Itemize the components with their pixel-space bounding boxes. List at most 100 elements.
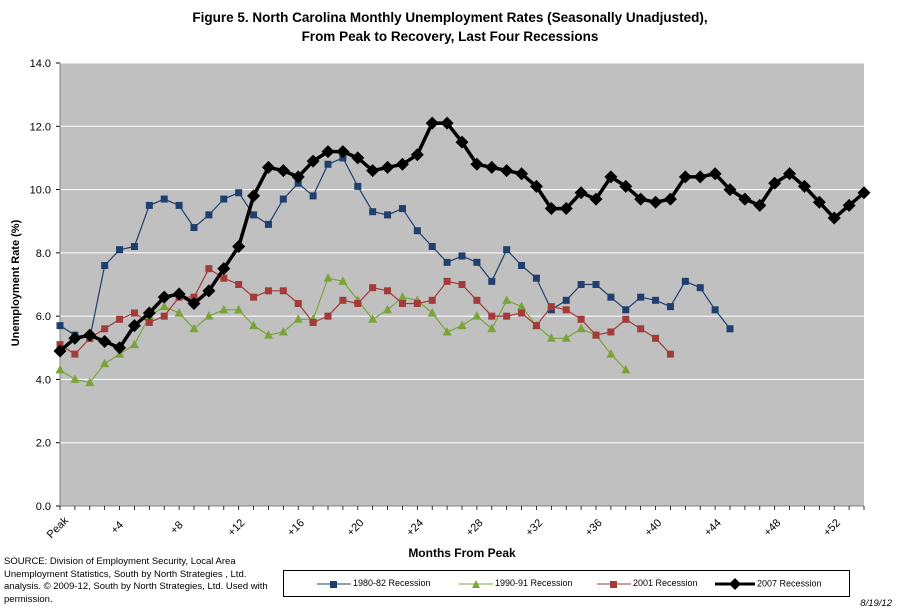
series-2 (56, 265, 674, 358)
data-point (189, 323, 199, 333)
data-point (487, 323, 497, 333)
x-tick-label: +16 (285, 517, 307, 539)
legend-label-1990-91: 1990-91 Recession (495, 578, 573, 588)
x-tick-label: +40 (643, 517, 665, 539)
data-point (309, 192, 317, 200)
data-point (634, 192, 648, 206)
data-point (384, 287, 392, 295)
data-point (202, 284, 216, 298)
data-point (708, 167, 722, 181)
data-point (205, 265, 213, 273)
data-point (576, 323, 586, 333)
data-point (249, 320, 259, 330)
data-point (174, 307, 184, 317)
data-point (678, 170, 692, 184)
data-point (666, 303, 674, 311)
data-point (503, 246, 511, 254)
data-point (529, 179, 543, 193)
y-tick-label: 10.0 (30, 185, 51, 197)
data-point (398, 299, 406, 307)
x-tick-label: +8 (168, 519, 185, 536)
data-point (234, 304, 244, 314)
data-point (473, 258, 481, 266)
data-point (561, 333, 571, 342)
data-point (130, 309, 138, 317)
data-point (324, 160, 332, 168)
legend-item-1980-82: 1980-82 Recession (317, 578, 431, 589)
data-point (100, 358, 110, 368)
data-point (53, 344, 67, 358)
legend-marker-1980-82-icon (317, 580, 351, 588)
data-point (351, 151, 365, 165)
data-point (368, 314, 378, 323)
data-point (607, 293, 615, 301)
data-point (562, 296, 570, 304)
data-point (711, 306, 719, 314)
x-tick-label: +28 (464, 517, 486, 539)
data-point (547, 303, 555, 311)
data-point (577, 315, 585, 323)
chart-title-line-1: Figure 5. North Carolina Monthly Unemplo… (192, 10, 708, 25)
data-point (518, 309, 526, 317)
data-point (470, 157, 484, 171)
data-point (324, 312, 332, 320)
data-point (783, 167, 797, 181)
data-point (279, 287, 287, 295)
x-tick-label: +20 (345, 517, 367, 539)
data-point (157, 290, 171, 304)
data-point (160, 195, 168, 203)
data-point (443, 258, 451, 266)
data-point (413, 299, 421, 307)
data-point (428, 243, 436, 251)
data-point (323, 273, 333, 282)
data-point (473, 296, 481, 304)
data-point (637, 325, 645, 333)
data-point (354, 182, 362, 190)
x-tick-label: +44 (702, 517, 724, 539)
data-point (413, 227, 421, 235)
data-point (488, 312, 496, 320)
source-line-4: permission. (4, 593, 53, 605)
y-tick-label: 14.0 (30, 58, 51, 70)
data-point (398, 205, 406, 213)
data-point (652, 334, 660, 342)
data-point (294, 299, 302, 307)
data-point (83, 328, 97, 342)
y-axis-label: Unemployment Rate (%) (10, 219, 22, 347)
legend-item-2001: 2001 Recession (597, 578, 698, 589)
data-point (263, 330, 273, 339)
data-point (145, 201, 153, 209)
data-point (336, 145, 350, 159)
legend-label-1980-82: 1980-82 Recession (353, 578, 431, 588)
data-point (621, 364, 631, 374)
legend-marker-2007-icon (715, 578, 755, 590)
data-point (55, 364, 65, 374)
data-point (768, 176, 782, 190)
y-tick-label: 4.0 (36, 374, 51, 386)
x-tick-label: +32 (523, 517, 545, 539)
data-point (428, 296, 436, 304)
data-point (338, 276, 348, 285)
data-point (172, 287, 186, 301)
data-point (291, 170, 305, 184)
data-point (574, 186, 588, 200)
data-point (696, 284, 704, 292)
x-tick-label: +24 (404, 517, 426, 539)
data-point (383, 304, 393, 314)
chart-title-line-2: From Peak to Recovery, Last Four Recessi… (301, 29, 599, 44)
data-point (250, 211, 258, 219)
data-point (247, 189, 261, 203)
data-point (354, 299, 362, 307)
x-tick-label: +52 (821, 517, 843, 539)
data-point (369, 208, 377, 216)
data-point (306, 154, 320, 168)
data-point (592, 281, 600, 288)
data-point (458, 281, 466, 288)
data-point (607, 328, 615, 336)
source-line-1: SOURCE: Division of Employment Security,… (4, 556, 236, 567)
data-point (113, 341, 127, 355)
data-point (68, 331, 82, 345)
data-point (622, 306, 630, 314)
data-point (726, 325, 734, 333)
data-point (187, 296, 201, 310)
